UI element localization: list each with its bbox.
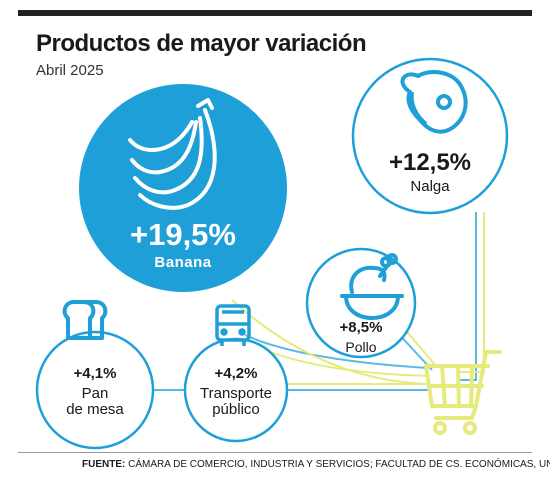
connector-nalga bbox=[458, 212, 477, 381]
name-banana: Banana bbox=[154, 254, 212, 272]
source-label: FUENTE: bbox=[82, 459, 126, 470]
label-pan: +4,1% Pan de mesa bbox=[45, 365, 145, 419]
label-nalga: +12,5% Nalga bbox=[370, 149, 490, 196]
meat-icon bbox=[400, 70, 468, 134]
shopping-cart-icon bbox=[424, 350, 502, 435]
source-note: FUENTE: CÁMARA DE COMERCIO, INDUSTRIA Y … bbox=[82, 459, 550, 470]
chart-title: Productos de mayor variación bbox=[36, 30, 367, 57]
value-pollo: +8,5% bbox=[339, 319, 383, 336]
top-rule bbox=[18, 10, 532, 16]
banana-icon bbox=[128, 98, 217, 210]
name-nalga: Nalga bbox=[410, 178, 450, 196]
bus-icon bbox=[215, 304, 251, 346]
connector-banana-yellow bbox=[231, 299, 429, 385]
name-pan-1: Pan bbox=[81, 384, 109, 402]
value-nalga: +12,5% bbox=[388, 149, 472, 176]
name-transporte-2: público bbox=[212, 401, 260, 418]
footer-rule bbox=[18, 452, 532, 453]
name-transporte-1: Transporte bbox=[200, 384, 272, 402]
connector-pollo-yellow bbox=[401, 325, 437, 367]
connector-nalga-yellow bbox=[458, 212, 485, 373]
label-pollo: +8,5% Pollo bbox=[321, 319, 401, 355]
label-banana: +19,5% Banana bbox=[104, 217, 262, 272]
bubble-pan bbox=[35, 330, 155, 450]
bread-icon bbox=[62, 300, 108, 340]
name-pan-2: de mesa bbox=[66, 401, 124, 418]
label-transporte: +4,2% Transporte público bbox=[186, 365, 286, 419]
bubble-pollo bbox=[305, 247, 417, 359]
chart-subtitle: Abril 2025 bbox=[36, 62, 104, 79]
value-transporte: +4,2% bbox=[214, 365, 258, 382]
source-text: CÁMARA DE COMERCIO, INDUSTRIA Y SERVICIO… bbox=[125, 459, 550, 470]
bubble-nalga bbox=[351, 57, 509, 215]
connector-bus bbox=[244, 334, 429, 369]
value-banana: +19,5% bbox=[129, 217, 236, 252]
name-pollo: Pollo bbox=[345, 338, 377, 355]
value-pan: +4,1% bbox=[73, 365, 117, 382]
chicken-icon bbox=[340, 253, 404, 320]
